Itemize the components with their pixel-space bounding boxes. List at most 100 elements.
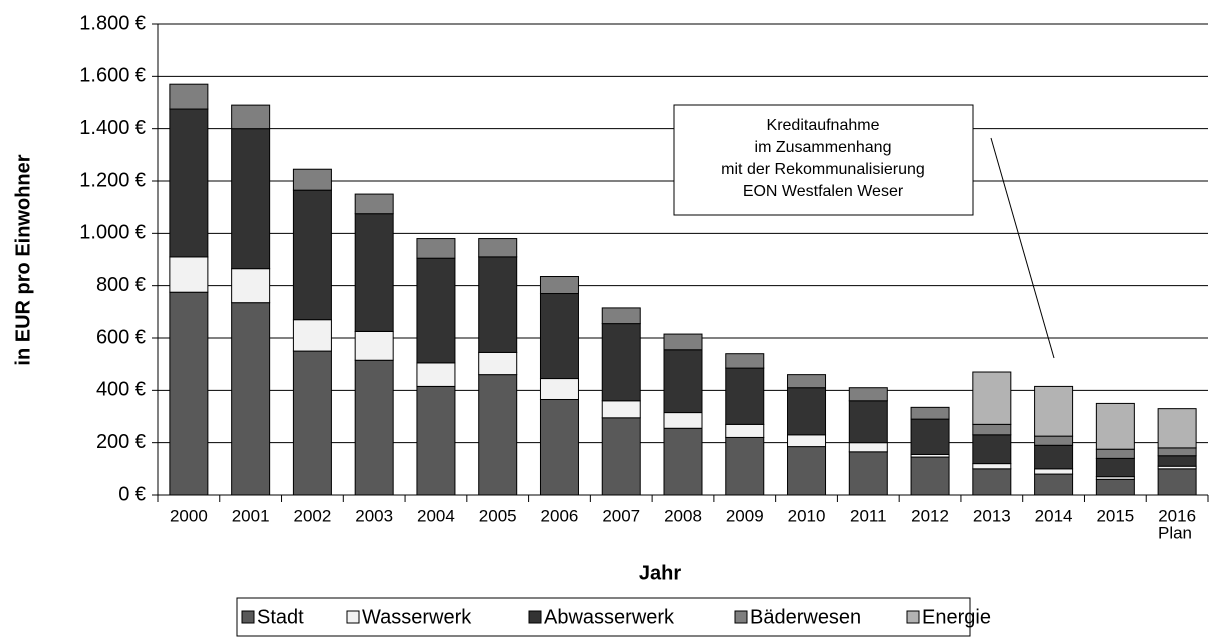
x-tick-label: 2010 bbox=[788, 506, 826, 525]
bar-segment bbox=[539, 378, 579, 400]
bar-segment bbox=[539, 398, 579, 496]
bar-segment bbox=[539, 276, 579, 295]
legend-swatch bbox=[241, 610, 255, 624]
bar-segment bbox=[972, 463, 1012, 470]
bar-segment bbox=[292, 168, 332, 191]
y-tick-label: 800 € bbox=[96, 274, 146, 296]
bar-segment bbox=[354, 193, 394, 215]
bar-segment bbox=[787, 387, 827, 436]
bar-segment bbox=[169, 291, 209, 496]
legend-label: Abwasserwerk bbox=[544, 606, 675, 628]
y-tick-label: 1.600 € bbox=[79, 65, 146, 87]
bar-segment bbox=[848, 442, 888, 453]
bar-segment bbox=[292, 350, 332, 496]
y-tick-label: 0 € bbox=[118, 483, 146, 505]
bar-segment bbox=[416, 385, 456, 496]
x-axis-title: Jahr bbox=[639, 562, 681, 584]
bar-segment bbox=[478, 374, 518, 496]
bar-segment bbox=[169, 83, 209, 110]
bar-segment bbox=[1095, 402, 1135, 450]
x-tick-label: 2014 bbox=[1035, 506, 1073, 525]
bar-segment bbox=[601, 323, 641, 402]
bar-segment bbox=[1034, 385, 1074, 437]
bar-segment bbox=[354, 330, 394, 361]
bar-segment bbox=[478, 351, 518, 376]
legend-label: Wasserwerk bbox=[362, 606, 472, 628]
bar-segment bbox=[1034, 444, 1074, 470]
bar-segment bbox=[910, 418, 950, 455]
annotation-box bbox=[673, 104, 974, 216]
y-tick-label: 1.200 € bbox=[79, 169, 146, 191]
bar-segment bbox=[231, 268, 271, 304]
bar-segment bbox=[787, 446, 827, 496]
x-tick-label: 2013 bbox=[973, 506, 1011, 525]
bar-segment bbox=[1157, 455, 1197, 467]
bar-segment bbox=[725, 353, 765, 369]
bar-segment bbox=[1095, 457, 1135, 478]
bar-segment bbox=[1095, 478, 1135, 496]
bar-segment bbox=[725, 367, 765, 425]
bar-segment bbox=[416, 238, 456, 259]
bar-segment bbox=[663, 412, 703, 429]
legend-swatch bbox=[346, 610, 360, 624]
bar-segment bbox=[478, 256, 518, 353]
bar-segment bbox=[725, 436, 765, 496]
x-tick-label: 2008 bbox=[664, 506, 702, 525]
legend-label: Stadt bbox=[257, 606, 304, 628]
bar-segment bbox=[663, 349, 703, 414]
y-tick-label: 1.800 € bbox=[79, 12, 146, 34]
bar-segment bbox=[1034, 473, 1074, 496]
bar-segment bbox=[292, 319, 332, 352]
x-tick-label: 2003 bbox=[355, 506, 393, 525]
bar-segment bbox=[725, 423, 765, 438]
legend-swatch bbox=[906, 610, 920, 624]
bar-segment bbox=[292, 189, 332, 321]
y-tick-label: 1.400 € bbox=[79, 117, 146, 139]
annotation-text: EON Westfalen Weser bbox=[743, 183, 904, 200]
x-tick-label: 2006 bbox=[541, 506, 579, 525]
bar-segment bbox=[231, 302, 271, 496]
x-tick-label: 2011 bbox=[850, 506, 887, 525]
legend-swatch bbox=[734, 610, 748, 624]
bar-segment bbox=[848, 451, 888, 496]
bar-segment bbox=[169, 108, 209, 258]
y-tick-label: 400 € bbox=[96, 379, 146, 401]
bar-segment bbox=[478, 238, 518, 258]
bar-segment bbox=[1034, 468, 1074, 475]
bar-segment bbox=[910, 456, 950, 496]
bar-segment bbox=[848, 387, 888, 402]
x-tick-label: 2007 bbox=[602, 506, 640, 525]
bar-segment bbox=[787, 374, 827, 389]
bar-segment bbox=[1157, 468, 1197, 496]
y-axis-title: in EUR pro Einwohner bbox=[12, 154, 34, 365]
bar-segment bbox=[972, 423, 1012, 436]
bar-segment bbox=[972, 371, 1012, 425]
x-tick-label: 2015 bbox=[1096, 506, 1134, 525]
bar-segment bbox=[416, 257, 456, 364]
bar-segment bbox=[848, 400, 888, 444]
bar-segment bbox=[231, 128, 271, 270]
y-tick-label: 1.000 € bbox=[79, 222, 146, 244]
bar-segment bbox=[663, 333, 703, 351]
bar-segment bbox=[1034, 435, 1074, 446]
bar-segment bbox=[539, 293, 579, 380]
x-tick-label: 2002 bbox=[293, 506, 331, 525]
y-tick-label: 200 € bbox=[96, 431, 146, 453]
bar-segment bbox=[354, 213, 394, 332]
x-tick-label: 2005 bbox=[479, 506, 517, 525]
bar-segment bbox=[231, 104, 271, 130]
annotation-text: mit der Rekommunalisierung bbox=[721, 161, 925, 178]
bar-segment bbox=[910, 406, 950, 420]
bar-segment bbox=[663, 427, 703, 496]
bar-segment bbox=[1095, 448, 1135, 459]
x-tick-label: 2016 bbox=[1158, 506, 1196, 525]
annotation-text: Kreditaufnahme bbox=[767, 117, 880, 134]
bar-segment bbox=[416, 362, 456, 387]
x-note: Plan bbox=[1158, 523, 1192, 542]
bar-segment bbox=[354, 359, 394, 496]
legend-swatch bbox=[528, 610, 542, 624]
x-tick-label: 2009 bbox=[726, 506, 764, 525]
annotation-leader bbox=[990, 137, 1055, 359]
bar-segment bbox=[601, 307, 641, 325]
